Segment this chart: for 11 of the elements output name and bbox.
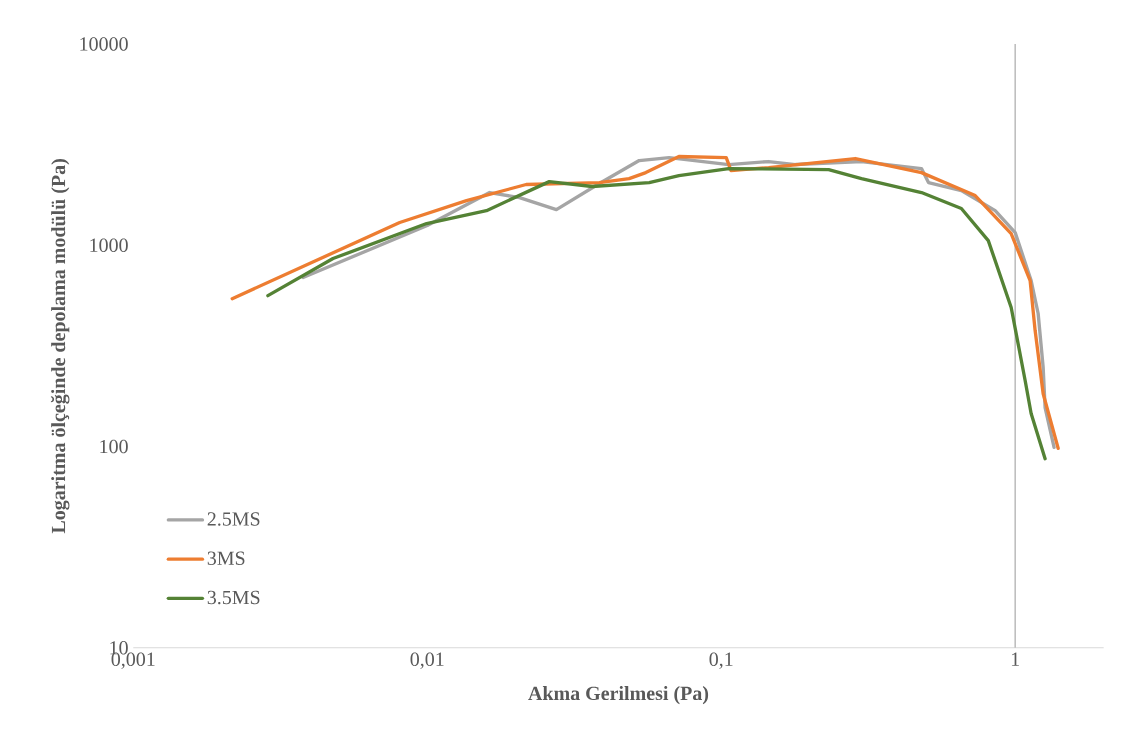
- x-tick-label: 0,01: [410, 652, 444, 669]
- y-tick-label: 10000: [80, 37, 128, 51]
- legend-label: 3.5MS: [207, 590, 260, 605]
- x-tick-label: 1: [1011, 652, 1019, 666]
- x-tick-label: 0,1: [709, 652, 733, 669]
- x-axis-title: Akma Gerilmesi (Pa): [528, 686, 709, 705]
- y-axis-title: Logaritma ölçeğinde depolama modülü (Pa): [50, 159, 70, 534]
- legend-label: 3MS: [207, 551, 245, 566]
- y-tick-label: 100: [100, 439, 128, 454]
- legend-label: 2.5MS: [207, 512, 260, 526]
- y-tick-label: 1000: [90, 238, 128, 253]
